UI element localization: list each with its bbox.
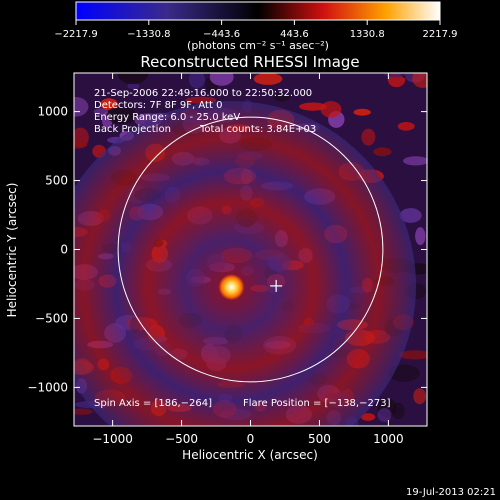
x-tick-label: −500 (165, 432, 198, 446)
y-tick-label: 1000 (37, 105, 68, 119)
x-tick-label: −1000 (92, 432, 133, 446)
texture-blob (397, 121, 415, 131)
texture-blob (253, 73, 283, 85)
colorbar-ticks: −2217.9 −1330.8 −443.6 443.6 1330.8 2217.9 (54, 20, 458, 40)
annotation-detectors: Detectors: 7F 8F 9F, Att 0 (94, 100, 222, 111)
texture-blob (392, 402, 405, 420)
texture-blob (415, 227, 426, 246)
texture-blob (412, 73, 427, 88)
flare-source (218, 274, 245, 301)
x-axis-ticks: −1000 −500 0 500 1000 (92, 73, 404, 446)
heatmap-image (74, 73, 427, 426)
x-tick-label: 500 (308, 432, 331, 446)
y-axis-label: Heliocentric Y (arcsec) (5, 183, 19, 318)
texture-blob (399, 208, 422, 223)
x-tick-label: 0 (247, 432, 255, 446)
footer-flare-position: Flare Position = [−138,−273] (243, 398, 391, 409)
y-tick-label: −1000 (27, 380, 68, 394)
y-tick-label: −500 (35, 311, 68, 325)
texture-blob (361, 413, 376, 421)
texture-blob (398, 350, 427, 360)
chart-title: Reconstructed RHESSI Image (140, 53, 359, 71)
texture-blob (403, 156, 427, 166)
colorbar-units: (photons cm⁻² s⁻¹ asec⁻²) (187, 39, 329, 52)
colorbar: −2217.9 −1330.8 −443.6 443.6 1330.8 2217.9 (p… (54, 1, 458, 52)
annotation-time: 21-Sep-2006 22:49:16.000 to 22:50:32.000 (94, 88, 312, 99)
texture-blob (273, 92, 291, 102)
colorbar-tick-label: 443.6 (280, 29, 309, 40)
texture-blob (100, 98, 118, 111)
y-tick-label: 500 (45, 174, 68, 188)
colorbar-tick-label: 2217.9 (423, 29, 458, 40)
texture-blob (377, 408, 392, 422)
y-axis-ticks: 1000 500 0 −500 −1000 (27, 105, 427, 394)
colorbar-tick-label: −2217.9 (54, 29, 97, 40)
colorbar-gradient (75, 1, 441, 21)
x-tick-label: 1000 (373, 432, 404, 446)
spin-axis-cross-icon (270, 279, 283, 292)
texture-blob (299, 102, 327, 111)
footer-spin-axis: Spin Axis = [186,−264] (94, 398, 212, 409)
texture-blob (106, 106, 137, 124)
texture-blob (117, 73, 149, 84)
emission-rings (74, 101, 416, 426)
x-axis-label: Heliocentric X (arcsec) (182, 448, 318, 462)
texture-blob (361, 128, 376, 146)
texture-blob (413, 388, 427, 405)
texture-blob (127, 83, 140, 90)
texture-blob (209, 73, 234, 86)
y-tick-label: 0 (60, 243, 68, 257)
annotation-counts: Total counts: 3.84E+03 (199, 124, 316, 135)
texture-blob (320, 101, 342, 118)
annotations: 21-Sep-2006 22:49:16.000 to 22:50:32.000… (94, 88, 391, 409)
texture-blob (93, 108, 109, 116)
colorbar-tick-label: −1330.8 (127, 29, 170, 40)
texture-blob (383, 73, 408, 78)
texture-blob (353, 108, 371, 116)
annotation-energy: Energy Range: 6.0 - 25.0 keV (94, 112, 240, 123)
colorbar-tick-label: 1330.8 (350, 29, 385, 40)
texture-blob (373, 147, 392, 157)
texture-blob (185, 96, 217, 104)
solar-limb-circle (117, 116, 384, 383)
texture-blob (74, 408, 93, 415)
texture-blob (74, 141, 88, 149)
annotation-method: Back Projection (94, 124, 171, 135)
colorbar-tick-label: −443.6 (203, 29, 240, 40)
timestamp: 19-Jul-2013 02:21 (406, 487, 496, 498)
texture-blob (188, 73, 205, 89)
